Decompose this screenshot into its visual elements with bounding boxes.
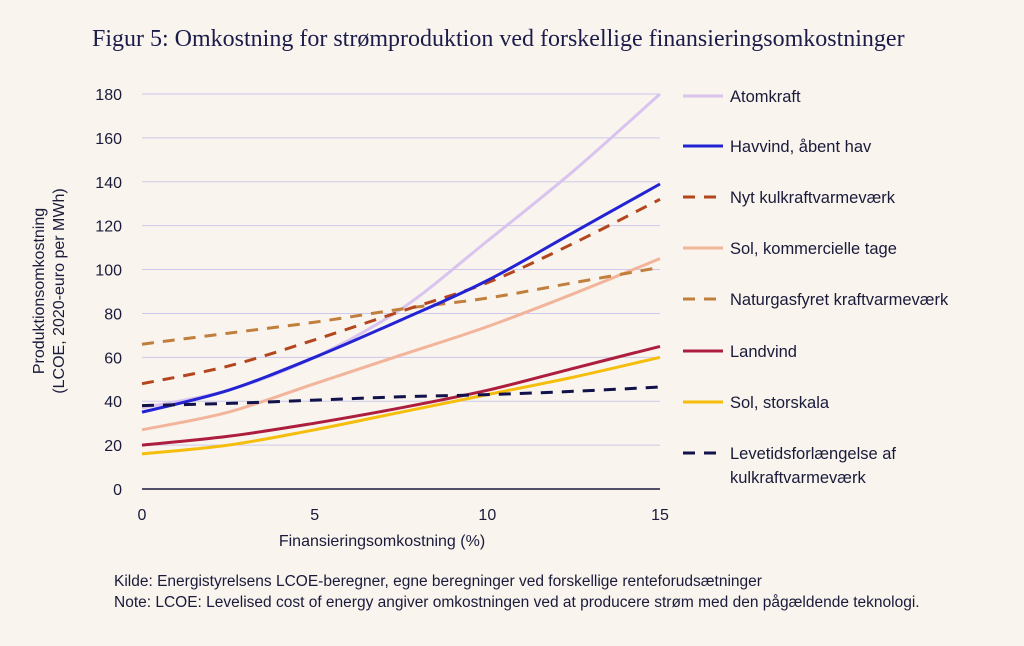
legend-label: Sol, kommercielle tage xyxy=(730,240,897,258)
legend-label: Nyt kulkraftvarmeværk xyxy=(730,189,896,207)
legend-item: Sol, storskala xyxy=(683,394,830,412)
series-lines xyxy=(141,92,661,456)
y-tick-label: 180 xyxy=(95,87,122,104)
x-tick-label: 0 xyxy=(138,507,147,524)
legend-label: Naturgasfyret kraftvarmeværk xyxy=(730,291,949,309)
y-tick-label: 120 xyxy=(95,219,122,236)
explanatory-note: Note: LCOE: Levelised cost of energy ang… xyxy=(114,594,920,611)
x-tick-label: 15 xyxy=(651,507,669,524)
legend-item: Levetidsforlængelse af kulkraftvarmeværk xyxy=(683,445,896,487)
series-line-4 xyxy=(141,265,661,346)
x-axis-label: Finansieringsomkostning (%) xyxy=(279,533,485,550)
legend-item: Naturgasfyret kraftvarmeværk xyxy=(683,291,949,309)
series-line-0 xyxy=(141,92,661,410)
legend-label: Levetidsforlængelse af xyxy=(730,445,896,463)
legend-item: Landvind xyxy=(683,343,797,361)
legend-label: Atomkraft xyxy=(730,88,801,106)
series-line-7 xyxy=(141,385,661,408)
legend: Atomkraft Havvind, åbent hav Nyt kulkraftv… xyxy=(683,88,949,487)
legend-label: Landvind xyxy=(730,343,797,361)
series-line-1 xyxy=(141,182,661,414)
x-tick-label: 5 xyxy=(310,507,319,524)
legend-label: Sol, storskala xyxy=(730,394,830,412)
source-note: Kilde: Energistyrelsens LCOE-beregner, e… xyxy=(114,573,762,590)
y-axis-label-line: Produktionsomkostning xyxy=(31,208,48,374)
y-tick-label: 140 xyxy=(95,175,122,192)
legend-item: Atomkraft xyxy=(683,88,801,106)
y-tick-label: 60 xyxy=(104,350,122,367)
footnotes: Kilde: Energistyrelsens LCOE-beregner, e… xyxy=(114,571,994,613)
y-tick-label: 0 xyxy=(113,482,122,499)
legend-label: kulkraftvarmeværk xyxy=(730,469,866,487)
series-line-3 xyxy=(141,257,661,432)
y-axis-label: Produktionsomkostning (LCOE, 2020-euro pe… xyxy=(31,188,68,393)
y-tick-label: 20 xyxy=(104,438,122,455)
legend-item: Sol, kommercielle tage xyxy=(683,240,897,258)
y-tick-label: 80 xyxy=(104,306,122,323)
chart-title: Figur 5: Omkostning for strømproduktion … xyxy=(92,26,905,52)
series-line-2 xyxy=(141,197,661,386)
axes: 0 20 40 60 80 100 120 140 160 180 0 5 10 15 Finansieri… xyxy=(31,87,669,550)
y-tick-label: 100 xyxy=(95,263,122,280)
series-line-6 xyxy=(141,355,661,456)
legend-item: Nyt kulkraftvarmeværk xyxy=(683,189,896,207)
legend-item: Havvind, åbent hav xyxy=(683,138,872,156)
legend-label: Havvind, åbent hav xyxy=(730,138,872,156)
x-tick-label: 10 xyxy=(478,507,496,524)
series-line-5 xyxy=(141,344,661,447)
y-tick-label: 40 xyxy=(104,394,122,411)
y-tick-label: 160 xyxy=(95,131,122,148)
y-axis-label-line: (LCOE, 2020-euro per MWh) xyxy=(51,188,68,393)
